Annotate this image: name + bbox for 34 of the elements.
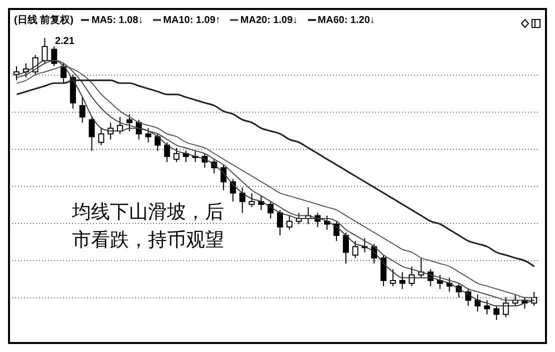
candlestick [333,220,340,242]
candlestick [126,114,132,132]
candlestick [220,164,227,191]
candlestick [154,133,161,152]
candlestick [79,96,86,124]
candlestick [286,215,292,230]
candlestick [380,254,387,287]
candlestick [173,147,180,163]
candlestick [239,186,246,214]
candlestick [408,266,415,287]
candlestick [248,192,255,208]
candlestick [98,128,104,146]
candlestick [399,272,406,290]
candlestick [493,305,500,320]
candlestick [342,232,349,264]
annotation: 均线下山滑坡，后市看跌，持币观望 [72,200,225,253]
candlestick [164,142,170,163]
candlestick [51,46,58,67]
candlestick [502,296,509,318]
legend-label: MA20: 1.09↓ [240,14,298,26]
candlestick [277,210,283,236]
candlestick [436,274,443,290]
candlestick [88,116,95,152]
candlestick [42,38,48,64]
legend-label: MA5: 1.08↓ [91,14,144,26]
candlestick [145,128,152,143]
candlestick [352,240,358,258]
annotation: 2.21 [54,36,74,47]
candlestick [484,300,490,315]
chart-title: (日线 前复权) [14,14,74,27]
legend-label: MA60: 1.20↓ [318,14,375,26]
legend-label: MA10: 1.09↑ [163,14,220,26]
candlestick [474,294,481,312]
candlestick [390,268,396,287]
